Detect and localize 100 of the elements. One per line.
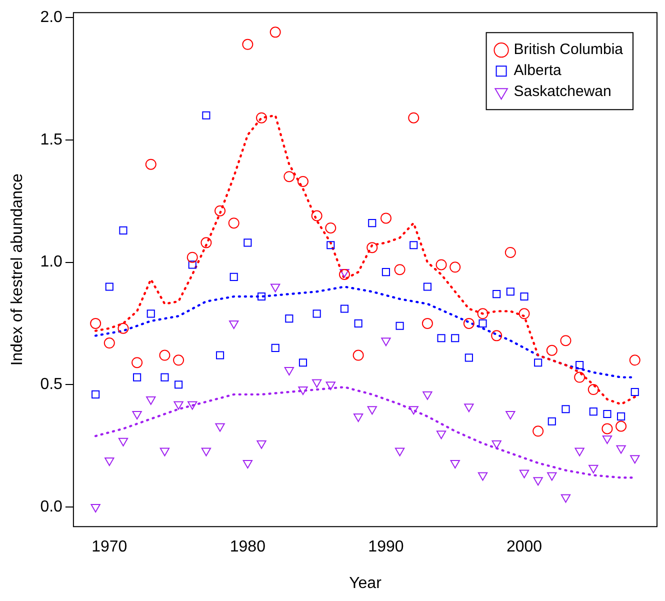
point [617,412,626,420]
point [436,430,446,440]
point [284,366,294,376]
point [422,391,432,400]
point [188,401,198,410]
y-tick-label: 0.5 [40,376,63,394]
x-tick-label: 1980 [230,538,266,556]
y-axis-title: Index of kestrel abundance [9,173,26,366]
point [532,426,544,437]
x-tick-label: 1990 [368,538,404,556]
point [394,448,405,456]
point [546,344,558,356]
point [478,319,487,328]
point [380,212,392,224]
y-tick-label: 2.0 [40,8,63,26]
point [603,410,612,418]
point [242,460,253,468]
point [270,284,280,292]
point [423,282,432,291]
point [602,423,613,434]
y-tick-label: 1.0 [40,254,63,271]
x-tick-label: 2000 [506,538,542,556]
point [160,373,169,382]
point [367,406,377,415]
point [504,246,516,258]
point [242,38,254,50]
point [104,458,114,466]
point [132,357,143,368]
y-tick-label: 0.0 [40,498,63,516]
point [105,282,114,291]
point [576,361,584,370]
point [450,262,461,273]
point [326,241,335,250]
point [630,388,639,396]
point [463,318,474,329]
legend-label: Saskatchewan [514,83,612,100]
point [491,330,502,342]
point [244,238,252,247]
point [629,354,640,366]
point [256,440,266,449]
point [216,351,224,360]
point [257,292,266,301]
point [464,404,474,412]
point [229,320,239,329]
point [630,455,640,464]
point [92,390,100,398]
point [118,438,128,446]
point [477,308,488,320]
point [548,417,556,426]
point [202,111,210,120]
point [381,338,391,346]
point [146,310,155,318]
point [560,335,572,346]
point [270,26,281,38]
point [533,477,543,486]
point [506,288,514,296]
point [90,504,100,513]
point [285,314,294,323]
point [354,319,362,328]
point [478,472,488,481]
point [201,448,212,456]
point [450,460,460,468]
point [214,205,226,216]
point [118,322,129,334]
point [146,396,156,405]
point [547,472,557,481]
point [90,318,102,329]
point [104,338,115,349]
point [518,308,530,320]
point [408,112,420,124]
point [119,226,128,234]
point [408,406,418,415]
point [560,494,571,503]
point [396,322,404,330]
point [562,405,570,414]
legend-label: British Columbia [514,41,624,58]
point [574,372,586,383]
point [256,112,268,124]
point [492,290,501,298]
point [215,423,225,432]
point [588,464,598,474]
legend-label: Alberta [514,62,562,80]
point [160,448,170,456]
point [173,354,184,366]
y-tick-label: 1.5 [40,131,63,148]
point [188,260,196,269]
x-axis-title: Year [349,574,382,592]
point [312,310,321,318]
point [230,272,238,281]
point [616,420,627,432]
point [534,358,542,367]
point [519,470,530,478]
point [492,440,502,449]
point [520,292,528,301]
point [352,350,364,361]
point [382,268,390,276]
point [186,252,198,263]
point [228,218,240,229]
point [366,242,378,254]
point [200,237,212,248]
